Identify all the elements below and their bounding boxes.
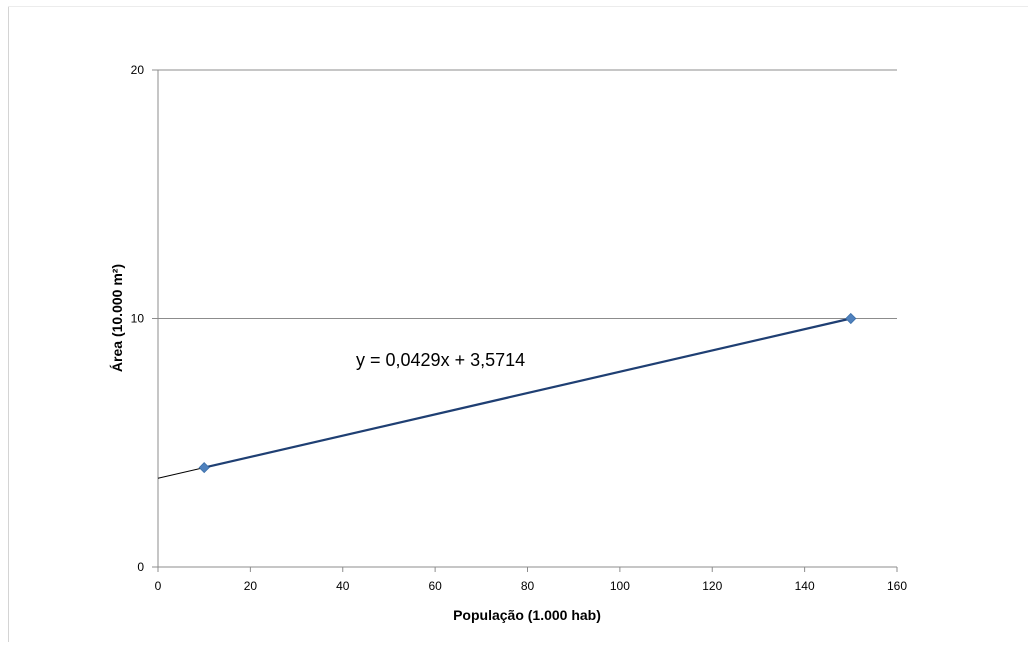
x-tick-label: 140 — [795, 579, 815, 593]
x-tick-label: 100 — [610, 579, 630, 593]
axes — [152, 69, 898, 572]
y-tick-label: 20 — [131, 63, 145, 77]
x-tick-label: 60 — [428, 579, 442, 593]
chart-frame-left-border — [8, 6, 9, 642]
chart-frame-top-border — [8, 6, 1028, 7]
y-axis-title: Área (10.000 m²) — [109, 264, 125, 372]
tick-labels: 0 20 40 60 80 100 120 140 160 0 10 20 — [131, 63, 908, 593]
series-layer — [157, 312, 857, 479]
x-tick-label: 120 — [702, 579, 722, 593]
y-tick-label: 0 — [137, 560, 144, 574]
series-line — [203, 317, 852, 469]
data-point — [845, 312, 857, 325]
y-tick-label: 10 — [131, 312, 145, 326]
trendline-equation-label: y = 0,0429x + 3,5714 — [356, 350, 525, 370]
x-tick-label: 80 — [521, 579, 535, 593]
data-point — [198, 462, 210, 474]
x-axis-title: População (1.000 hab) — [453, 607, 601, 623]
x-tick-label: 20 — [244, 579, 258, 593]
gridlines — [152, 69, 897, 319]
x-tick-label: 0 — [155, 579, 162, 593]
x-tick-label: 40 — [336, 579, 350, 593]
x-tick-label: 160 — [887, 579, 907, 593]
